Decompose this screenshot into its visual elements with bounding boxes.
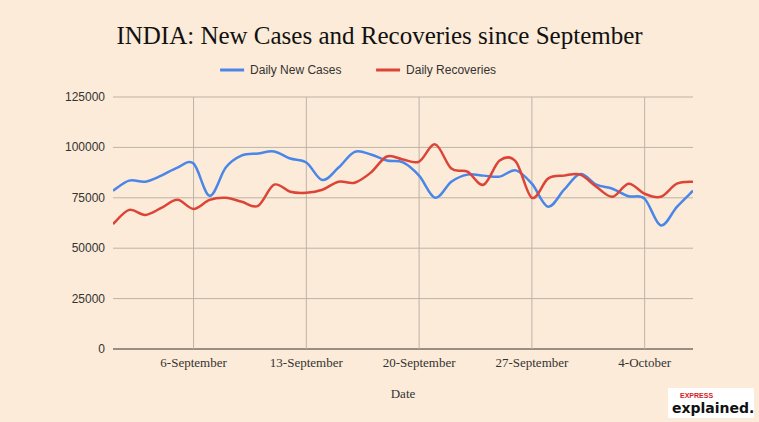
grid-line xyxy=(113,147,693,148)
series-line xyxy=(113,151,693,225)
logo-text: EXPRESS xyxy=(680,392,713,399)
legend-key xyxy=(220,69,244,72)
grid-line xyxy=(113,97,693,98)
logo: EXPRESSexplained. xyxy=(668,388,754,418)
tick-label: 25000 xyxy=(72,292,106,306)
tick-label: 100000 xyxy=(65,140,105,154)
grid-line xyxy=(419,97,420,349)
tick-label: 4-October xyxy=(618,355,671,370)
tick-label: 0 xyxy=(98,342,105,356)
tick-label: 20-September xyxy=(383,355,457,370)
legend-label: Daily Recoveries xyxy=(406,63,496,77)
tick-label: 125000 xyxy=(65,90,105,104)
legend: Daily New Cases Daily Recoveries xyxy=(220,63,496,77)
legend-label: Daily New Cases xyxy=(250,63,341,77)
title: INDIA: New Cases and Recoveries since Se… xyxy=(116,22,643,49)
axis-label: Date xyxy=(391,386,416,401)
chart: INDIA: New Cases and Recoveries since Se… xyxy=(0,0,759,422)
legend-key xyxy=(376,69,400,72)
grid-line xyxy=(113,248,693,249)
tick-label: 75000 xyxy=(72,191,106,205)
grid-line xyxy=(193,97,194,349)
grid-line xyxy=(531,97,532,349)
logo-text: explained. xyxy=(672,400,754,416)
tick-label: 6-September xyxy=(160,355,227,370)
tick-label: 13-September xyxy=(270,355,344,370)
logo-box xyxy=(668,388,754,418)
grid-line xyxy=(644,97,645,349)
grid-line xyxy=(113,349,693,350)
grid-line xyxy=(113,197,693,198)
background xyxy=(0,0,759,422)
tick-label: 50000 xyxy=(72,241,106,255)
series-line xyxy=(113,144,693,224)
grid-line xyxy=(306,97,307,349)
grid-line xyxy=(113,298,693,299)
plot-area xyxy=(113,144,693,225)
tick-label: 27-September xyxy=(495,355,569,370)
